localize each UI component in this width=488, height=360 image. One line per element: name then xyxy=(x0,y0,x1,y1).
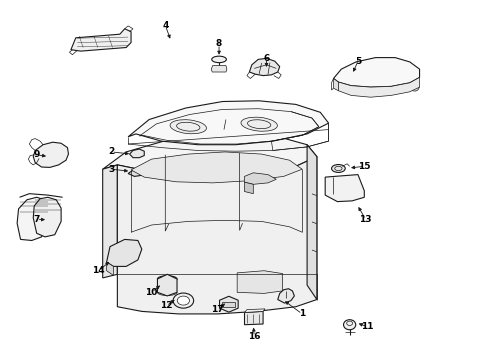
Polygon shape xyxy=(333,58,419,87)
Polygon shape xyxy=(106,239,142,266)
Text: 11: 11 xyxy=(361,323,373,331)
Text: 2: 2 xyxy=(108,148,114,156)
Polygon shape xyxy=(244,311,263,325)
Polygon shape xyxy=(338,77,419,97)
Polygon shape xyxy=(33,142,68,167)
Text: 10: 10 xyxy=(145,288,158,297)
Ellipse shape xyxy=(170,120,206,134)
Polygon shape xyxy=(106,262,113,275)
Polygon shape xyxy=(117,157,316,314)
Text: 4: 4 xyxy=(162,21,168,30)
Polygon shape xyxy=(219,296,238,312)
Text: 7: 7 xyxy=(33,215,40,224)
Text: 15: 15 xyxy=(357,162,370,171)
Ellipse shape xyxy=(177,296,189,305)
Text: 9: 9 xyxy=(33,150,40,159)
Polygon shape xyxy=(277,289,294,303)
Polygon shape xyxy=(333,78,338,91)
Text: 16: 16 xyxy=(247,332,260,341)
Ellipse shape xyxy=(173,293,193,308)
Polygon shape xyxy=(102,134,316,175)
Ellipse shape xyxy=(157,276,177,282)
Polygon shape xyxy=(102,165,117,278)
Text: 12: 12 xyxy=(160,302,172,310)
Polygon shape xyxy=(237,271,282,293)
Ellipse shape xyxy=(409,83,418,91)
Polygon shape xyxy=(222,302,234,307)
Ellipse shape xyxy=(157,289,177,296)
Ellipse shape xyxy=(343,320,355,330)
Polygon shape xyxy=(128,167,149,176)
Polygon shape xyxy=(17,197,49,240)
Polygon shape xyxy=(306,145,316,300)
Ellipse shape xyxy=(211,56,226,63)
Text: 6: 6 xyxy=(263,54,269,63)
Text: 1: 1 xyxy=(299,309,305,318)
Polygon shape xyxy=(244,182,253,194)
Polygon shape xyxy=(211,66,226,72)
Text: 13: 13 xyxy=(359,215,371,224)
Polygon shape xyxy=(244,309,264,312)
Polygon shape xyxy=(71,29,131,51)
Text: 14: 14 xyxy=(92,266,105,275)
Polygon shape xyxy=(33,197,61,237)
Polygon shape xyxy=(129,149,144,158)
Text: 3: 3 xyxy=(108,165,114,174)
Ellipse shape xyxy=(331,165,345,172)
Polygon shape xyxy=(244,173,276,184)
Polygon shape xyxy=(249,58,279,76)
Text: 8: 8 xyxy=(216,40,222,49)
Text: 17: 17 xyxy=(211,305,224,314)
Text: 5: 5 xyxy=(354,57,360,66)
Polygon shape xyxy=(325,175,364,202)
Polygon shape xyxy=(157,274,177,296)
Polygon shape xyxy=(131,152,302,183)
Polygon shape xyxy=(128,101,328,145)
Ellipse shape xyxy=(241,117,277,131)
